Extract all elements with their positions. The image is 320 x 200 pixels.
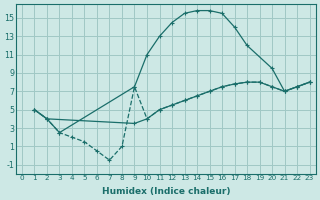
X-axis label: Humidex (Indice chaleur): Humidex (Indice chaleur)	[101, 187, 230, 196]
